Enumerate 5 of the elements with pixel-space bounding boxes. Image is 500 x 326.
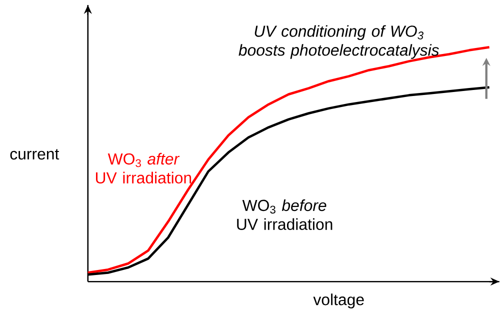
x-axis-title: voltage: [313, 294, 364, 309]
series-label: WO$_{3}$ after UV irradiation: [96, 153, 192, 184]
y-axis-title: current: [10, 149, 60, 160]
chart-title: UV conditioning of WO$_{3}$ boosts photoelectrocatalysis: [238, 25, 439, 60]
text: WO$_{3}$ before UV irradiation: [237, 200, 332, 230]
